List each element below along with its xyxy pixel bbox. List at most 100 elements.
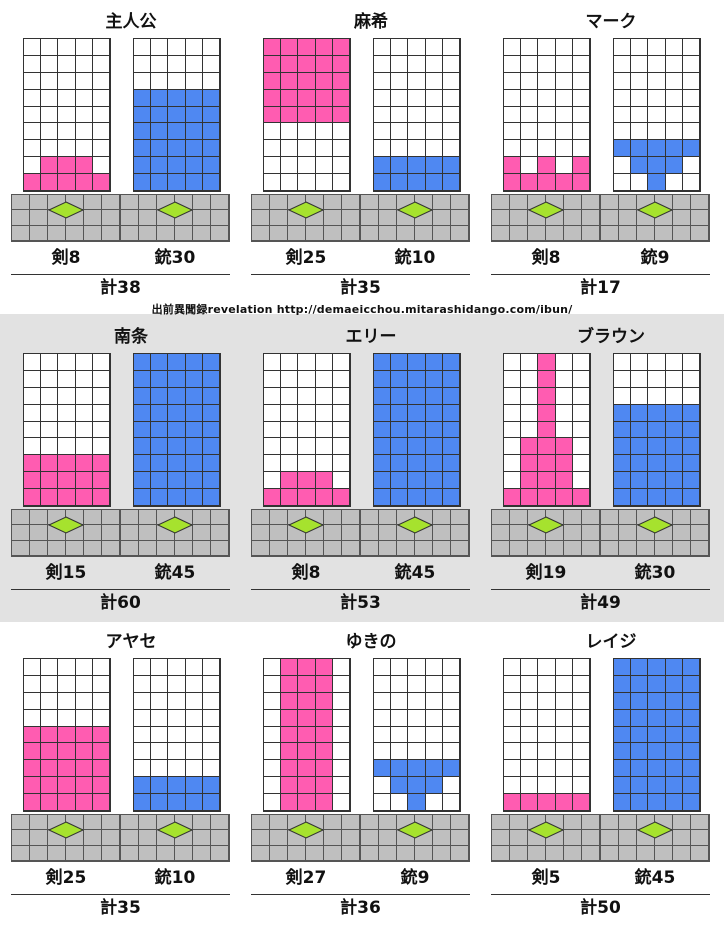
character-name: マーク	[585, 12, 637, 32]
base-cell	[528, 845, 546, 861]
base-cell	[139, 210, 157, 226]
gun-cell	[682, 39, 700, 56]
base-cell	[193, 210, 211, 226]
sword-cell	[264, 659, 282, 676]
sword-cell	[24, 438, 42, 456]
gun-cell	[168, 354, 186, 371]
gun-cell	[665, 387, 683, 405]
base-cell	[211, 510, 229, 526]
gun-cell	[665, 174, 683, 191]
total-divider	[251, 274, 470, 275]
gun-cell	[374, 123, 392, 141]
sword-cell	[572, 438, 590, 456]
sword-cell	[332, 140, 350, 158]
diamond-gem-icon	[157, 821, 193, 839]
sword-cell	[315, 387, 333, 405]
gun-cell	[374, 455, 392, 473]
sword-cell	[298, 726, 316, 744]
base-cell	[121, 195, 139, 211]
gun-cell	[648, 709, 666, 727]
sword-cell	[281, 777, 299, 795]
gun-cell	[374, 140, 392, 158]
gun-cell	[665, 123, 683, 141]
sword-cell	[332, 421, 350, 439]
sword-cell	[332, 157, 350, 175]
sword-cell	[572, 743, 590, 761]
gun-cell	[408, 55, 426, 73]
sword-cell	[264, 675, 282, 693]
diamond-gem-icon	[528, 516, 564, 534]
base-cell	[84, 815, 102, 831]
gun-cell	[151, 726, 169, 744]
sword-cell	[538, 157, 556, 175]
gun-cell	[374, 472, 392, 490]
gun-cell	[425, 370, 443, 388]
gun-cell	[631, 72, 649, 90]
sword-cell	[75, 123, 93, 141]
sword-cell	[332, 123, 350, 141]
gun-cell	[408, 404, 426, 422]
base-cell	[637, 845, 655, 861]
gun-cell	[648, 794, 666, 811]
base-cell	[492, 815, 510, 831]
sword-cell	[504, 692, 522, 710]
total-stat: 計36	[340, 898, 381, 918]
gun-cell	[151, 157, 169, 175]
sword-cell	[315, 794, 333, 811]
sword-cell	[332, 438, 350, 456]
sword-cell	[521, 106, 539, 124]
sword-cell	[572, 354, 590, 371]
gun-cell	[682, 370, 700, 388]
sword-cell	[538, 55, 556, 73]
sword-cell	[41, 55, 59, 73]
base-cell	[306, 525, 324, 541]
sword-cell	[332, 174, 350, 191]
sword-cell	[555, 106, 573, 124]
sword-cell	[332, 387, 350, 405]
gun-cell	[202, 675, 220, 693]
gun-cell	[134, 123, 152, 141]
sword-cell	[315, 659, 333, 676]
gun-cell	[202, 157, 220, 175]
sword-cell	[521, 404, 539, 422]
base-cell	[157, 225, 175, 241]
gun-cell	[202, 354, 220, 371]
gun-cell	[168, 55, 186, 73]
gun-cell	[151, 794, 169, 811]
base-cell	[270, 510, 288, 526]
base-cell	[546, 210, 564, 226]
base-cell	[139, 540, 157, 556]
base-cell	[84, 845, 102, 861]
diamond-gem-icon	[288, 516, 324, 534]
gun-cell	[134, 760, 152, 778]
sword-cell	[298, 777, 316, 795]
base-cell	[564, 845, 582, 861]
base-cell	[306, 225, 324, 241]
sword-cell	[521, 472, 539, 490]
gun-cell	[648, 472, 666, 490]
diamond-gem-icon	[288, 201, 324, 219]
base-cell	[193, 225, 211, 241]
sword-cell	[504, 709, 522, 727]
base-cell	[637, 540, 655, 556]
sword-cell	[555, 760, 573, 778]
base-cell	[288, 225, 306, 241]
gun-grid	[613, 658, 701, 812]
sword-cell	[41, 794, 59, 811]
sword-cell	[332, 489, 350, 506]
sword-cell	[572, 123, 590, 141]
gun-cell	[631, 404, 649, 422]
gun-cell	[631, 39, 649, 56]
base-cell	[655, 830, 673, 846]
gun-cell	[202, 370, 220, 388]
gun-cell	[202, 709, 220, 727]
base-cell	[12, 195, 30, 211]
sword-cell	[538, 72, 556, 90]
gun-cell	[151, 421, 169, 439]
sword-cell	[75, 55, 93, 73]
sword-cell	[41, 174, 59, 191]
sword-cell	[555, 123, 573, 141]
sword-cell	[41, 89, 59, 107]
sword-cell	[298, 692, 316, 710]
sword-cell	[315, 157, 333, 175]
